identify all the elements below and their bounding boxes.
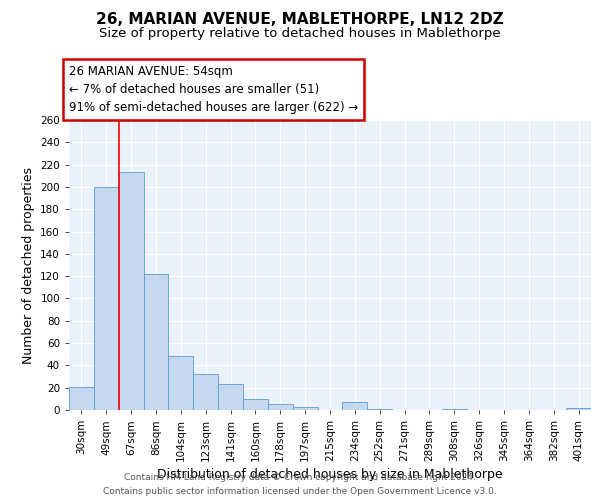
Bar [69,386,94,410]
Text: 26 MARIAN AVENUE: 54sqm
← 7% of detached houses are smaller (51)
91% of semi-det: 26 MARIAN AVENUE: 54sqm ← 7% of detached… [69,65,358,114]
Text: Size of property relative to detached houses in Mablethorpe: Size of property relative to detached ho… [99,28,501,40]
Bar [442,409,467,410]
Bar [343,402,367,410]
Text: 26, MARIAN AVENUE, MABLETHORPE, LN12 2DZ: 26, MARIAN AVENUE, MABLETHORPE, LN12 2DZ [96,12,504,28]
Y-axis label: Number of detached properties: Number of detached properties [22,166,35,364]
Bar [243,399,268,410]
Bar [143,274,169,410]
Text: Contains public sector information licensed under the Open Government Licence v3: Contains public sector information licen… [103,486,497,496]
Text: Contains HM Land Registry data © Crown copyright and database right 2024.: Contains HM Land Registry data © Crown c… [124,473,476,482]
X-axis label: Distribution of detached houses by size in Mablethorpe: Distribution of detached houses by size … [157,468,503,481]
Bar [119,172,143,410]
Bar [169,356,193,410]
Bar [218,384,243,410]
Bar [193,374,218,410]
Bar [268,404,293,410]
Bar [367,409,392,410]
Bar [566,408,591,410]
Bar [293,406,317,410]
Bar [94,187,119,410]
